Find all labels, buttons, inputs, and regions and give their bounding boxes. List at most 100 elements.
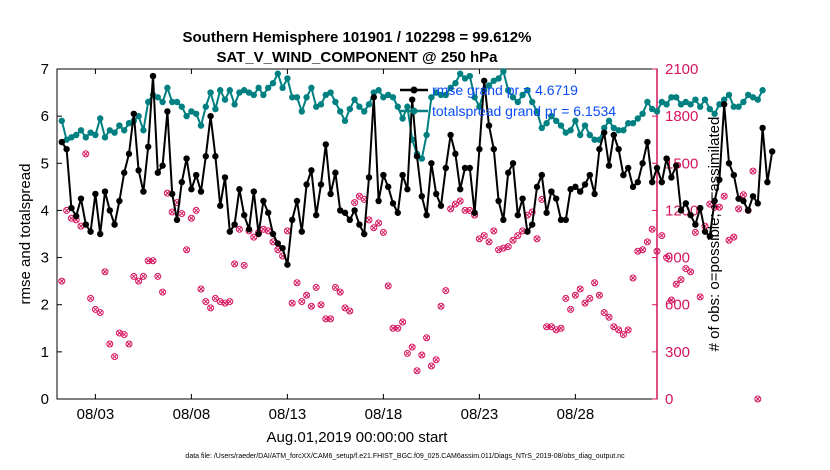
totalspread-point xyxy=(668,94,675,101)
rmse-point xyxy=(447,131,454,139)
obs-assimilated-point xyxy=(673,281,679,287)
rmse-point xyxy=(687,211,694,219)
obs-possible-point xyxy=(207,304,215,312)
rmse-point xyxy=(754,200,761,207)
obs-assimilated-point xyxy=(198,286,204,292)
rmse-point xyxy=(140,188,147,195)
rmse-point xyxy=(284,261,291,268)
legend-rmse-label: rmse grand pr = 4.6719 xyxy=(432,82,578,98)
obs-possible-point xyxy=(653,247,661,255)
rmse-point xyxy=(572,183,579,191)
y-axis-right-label: # of obs: o=possible; ×=assimilated xyxy=(706,117,723,352)
y-tick-label: 1 xyxy=(41,344,49,361)
rmse-point xyxy=(145,143,152,150)
obs-assimilated-point xyxy=(438,303,444,309)
obs-assimilated-point xyxy=(208,305,213,311)
obs-possible-point xyxy=(624,326,632,334)
totalspread-point xyxy=(111,129,118,136)
totalspread-point xyxy=(375,87,382,94)
obs-assimilated-point xyxy=(232,261,237,267)
rmse-point xyxy=(365,174,373,181)
y-right-tick-label: 0 xyxy=(665,391,673,408)
rmse-point xyxy=(231,221,238,228)
totalspread-point xyxy=(404,103,411,110)
rmse-point xyxy=(524,228,531,235)
obs-possible-point xyxy=(423,334,431,342)
totalspread-point xyxy=(509,94,517,101)
obs-assimilated-point xyxy=(640,247,645,253)
legend-spread-label: totalspread grand pr = 6.1534 xyxy=(432,103,616,119)
obs-assimilated-point xyxy=(83,151,89,157)
totalspread-point xyxy=(197,122,205,129)
totalspread-point xyxy=(365,101,373,108)
rmse-point xyxy=(625,164,632,172)
totalspread-point xyxy=(121,127,128,134)
obs-assimilated-point xyxy=(688,269,693,275)
rmse-point xyxy=(207,112,214,120)
obs-assimilated-point xyxy=(107,341,113,347)
obs-assimilated-point xyxy=(409,344,415,350)
obs-assimilated-point xyxy=(299,299,305,304)
obs-possible-point xyxy=(159,288,167,296)
obs-possible-point xyxy=(658,232,666,240)
rmse-point xyxy=(605,162,613,169)
obs-assimilated-point xyxy=(721,193,727,199)
totalspread-point xyxy=(500,68,507,75)
obs-possible-point xyxy=(427,362,435,370)
totalspread-point xyxy=(73,131,80,139)
rmse-point xyxy=(653,164,661,172)
rmse-point xyxy=(260,197,267,205)
obs-assimilated-point xyxy=(544,324,549,330)
totalspread-point xyxy=(538,124,545,132)
obs-possible-point xyxy=(264,227,272,235)
totalspread-point xyxy=(217,87,224,94)
totalspread-point xyxy=(591,136,598,143)
obs-possible-point xyxy=(298,298,306,306)
obs-assimilated-point xyxy=(136,278,141,284)
obs-assimilated-point xyxy=(457,198,463,204)
totalspread-point xyxy=(572,117,579,125)
obs-possible-point xyxy=(96,309,104,317)
rmse-point xyxy=(428,160,435,167)
rmse-point xyxy=(634,178,641,186)
y-tick-label: 7 xyxy=(41,61,49,78)
rmse-point xyxy=(63,145,70,153)
rmse-point xyxy=(212,153,219,160)
rmse-point xyxy=(269,230,277,238)
obs-assimilated-point xyxy=(390,325,396,331)
obs-assimilated-point xyxy=(707,201,713,207)
rmse-point xyxy=(615,145,622,153)
totalspread-point xyxy=(260,91,267,99)
rmse-point xyxy=(327,190,334,198)
y-right-tick-label: 300 xyxy=(665,344,690,361)
obs-assimilated-point xyxy=(515,233,521,238)
obs-assimilated-point xyxy=(606,314,612,320)
obs-possible-point xyxy=(475,235,483,243)
obs-assimilated-point xyxy=(184,247,189,253)
rmse-point xyxy=(461,164,469,172)
obs-assimilated-point xyxy=(481,233,487,238)
obs-possible-point xyxy=(202,298,210,306)
data-file-footer: data file: /Users/raeder/DAI/ATM_forcXX/… xyxy=(185,453,625,460)
obs-assimilated-point xyxy=(304,292,309,298)
obs-assimilated-point xyxy=(285,228,290,234)
y-tick-label: 0 xyxy=(41,391,49,408)
totalspread-point xyxy=(346,105,353,113)
obs-assimilated-point xyxy=(112,354,117,359)
totalspread-point xyxy=(562,129,569,136)
totalspread-point xyxy=(485,82,493,89)
obs-assimilated-point xyxy=(630,275,636,281)
obs-assimilated-point xyxy=(88,296,93,301)
totalspread-point xyxy=(202,103,209,110)
rmse-point xyxy=(332,169,339,176)
obs-possible-point xyxy=(504,243,512,251)
totalspread-point xyxy=(663,101,670,108)
obs-possible-point xyxy=(379,228,387,236)
totalspread-point xyxy=(730,103,737,110)
obs-assimilated-point xyxy=(486,239,492,245)
totalspread-point xyxy=(241,87,248,94)
obs-assimilated-point xyxy=(93,307,98,312)
obs-assimilated-point xyxy=(573,292,578,298)
rmse-point xyxy=(759,124,766,132)
obs-assimilated-point xyxy=(414,368,420,374)
